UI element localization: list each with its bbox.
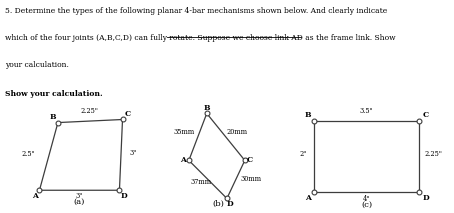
Text: 20mm: 20mm: [227, 128, 248, 135]
Text: C: C: [423, 111, 429, 119]
Text: A: A: [305, 194, 311, 202]
Text: which of the four joints (A,B,C,D) can fully rotate. Suppose we choose link AD a: which of the four joints (A,B,C,D) can f…: [5, 34, 395, 42]
Text: B: B: [50, 113, 56, 121]
Text: B: B: [305, 111, 311, 119]
Text: D: D: [226, 200, 233, 208]
Text: 2.25": 2.25": [424, 150, 442, 158]
Text: 4": 4": [363, 195, 370, 203]
Text: 2.25": 2.25": [81, 107, 99, 115]
Text: (c): (c): [361, 201, 372, 209]
Text: 37mm: 37mm: [191, 178, 212, 186]
Text: B: B: [203, 104, 210, 112]
Text: 2": 2": [299, 150, 306, 158]
Text: 2.5": 2.5": [22, 150, 35, 158]
Text: A: A: [32, 192, 38, 200]
Text: (b): (b): [212, 200, 224, 208]
Text: C: C: [247, 156, 253, 164]
Text: 30mm: 30mm: [240, 174, 261, 183]
Text: D: D: [422, 194, 429, 202]
Text: your calculation.: your calculation.: [5, 61, 69, 69]
Text: D: D: [121, 192, 128, 200]
Text: A: A: [181, 156, 187, 164]
Text: 3": 3": [76, 192, 83, 200]
Text: 5. Determine the types of the following planar 4-bar mechanisms shown below. And: 5. Determine the types of the following …: [5, 7, 387, 15]
Text: 35mm: 35mm: [174, 128, 195, 137]
Text: 3.5": 3.5": [360, 107, 374, 115]
Text: 3": 3": [129, 148, 137, 157]
Text: (a): (a): [74, 198, 85, 206]
Text: C: C: [124, 110, 130, 118]
Text: Show your calculation.: Show your calculation.: [5, 90, 102, 98]
